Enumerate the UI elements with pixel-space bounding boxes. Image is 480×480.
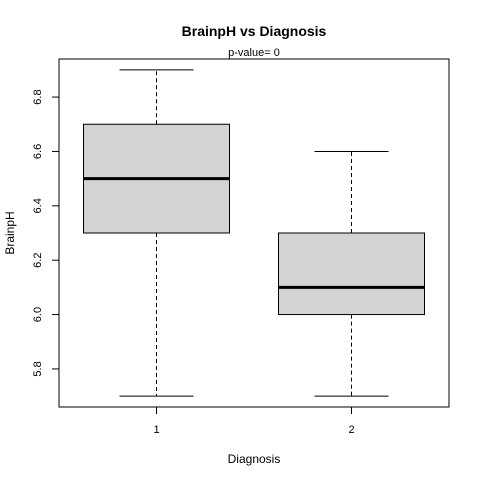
y-tick-label: 6.4 xyxy=(32,198,44,213)
boxes-layer xyxy=(83,69,425,397)
x-tick-label: 1 xyxy=(153,424,159,436)
y-tick-label: 5.8 xyxy=(32,361,44,376)
y-axis-label: BrainpH xyxy=(3,211,17,254)
x-tick-label: 2 xyxy=(348,424,354,436)
chart-title: BrainpH vs Diagnosis xyxy=(182,23,327,39)
y-tick-label: 6.2 xyxy=(32,253,44,268)
box-2 xyxy=(278,232,425,316)
y-tick-label: 6.6 xyxy=(32,144,44,159)
chart-subtitle: p-value= 0 xyxy=(228,47,280,59)
x-axis-label: Diagnosis xyxy=(228,452,281,466)
y-axis: 5.8 6.0 6.2 6.4 6.6 6.8 xyxy=(32,89,60,377)
y-tick-label: 6.0 xyxy=(32,307,44,322)
y-tick-label: 6.8 xyxy=(32,89,44,104)
